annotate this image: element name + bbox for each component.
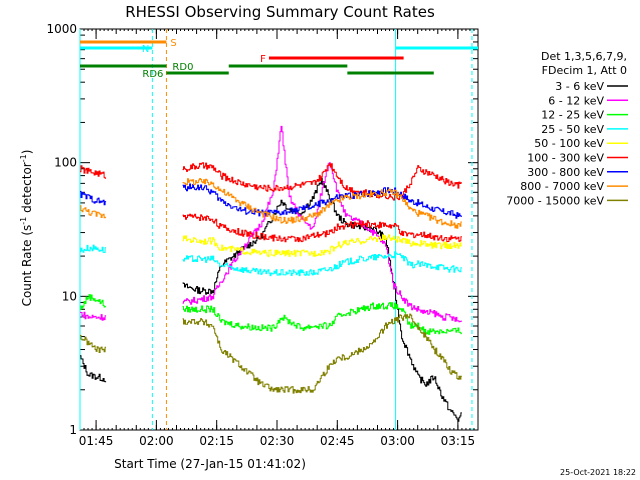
x-tick-label: 03:15	[441, 434, 476, 448]
x-tick-label: 02:00	[139, 434, 174, 448]
x-tick-label: 01:45	[79, 434, 114, 448]
x-tick-label: 02:30	[260, 434, 295, 448]
state-bar-label: RD6	[142, 69, 163, 80]
state-bar-label: RD0	[172, 62, 193, 73]
plot-area: 1 10 100 1000 01:45 02:00 02:15 02:30 02:45 03:00…	[46, 22, 479, 448]
legend: Det 1,3,5,6,7,9,FDecim 1, Att 0 3 - 6 keV…	[506, 50, 628, 207]
legend-entry-label: 25 - 50 keV	[541, 123, 604, 136]
x-tick-label: 03:00	[380, 434, 415, 448]
y-axis-title-sup2: -1	[19, 154, 28, 162]
x-tick-label: 02:45	[320, 434, 355, 448]
series-line	[80, 244, 107, 253]
series-line	[182, 313, 462, 394]
chart-title: RHESSI Observing Summary Count Rates	[125, 3, 435, 21]
series-line	[182, 251, 462, 277]
legend-entry-label: 7000 - 15000 keV	[506, 194, 604, 207]
y-axis-title-sup1: -1	[19, 217, 28, 225]
y-axis-title-mid: detector	[20, 162, 34, 217]
series-line	[80, 205, 107, 219]
series-line	[80, 294, 107, 310]
x-tick-label: 02:15	[199, 434, 234, 448]
footer-timestamp: 25-Oct-2021 18:22	[560, 468, 636, 477]
series-line	[80, 311, 107, 321]
series-line	[182, 178, 462, 229]
legend-header-line: FDecim 1, Att 0	[542, 64, 627, 77]
y-axis-title-start: Count Rate (s	[20, 225, 34, 307]
y-tick-label: 10	[62, 289, 77, 303]
legend-entry-label: 3 - 6 keV	[555, 80, 604, 93]
legend-entry-label: 6 - 12 keV	[548, 94, 604, 107]
legend-entry-label: 300 - 800 keV	[527, 166, 604, 179]
y-axis-title: Count Rate (s-1 detector-1)	[19, 150, 34, 307]
y-tick-label: 1	[69, 423, 77, 437]
legend-header-line: Det 1,3,5,6,7,9,	[541, 50, 627, 63]
series-line	[182, 213, 462, 243]
plot-frame	[79, 28, 479, 431]
series-line	[80, 355, 107, 383]
series-line	[182, 183, 462, 219]
legend-entry-label: 12 - 25 keV	[541, 109, 604, 122]
x-axis-title: Start Time (27-Jan-15 01:41:02)	[114, 457, 306, 471]
series-line	[80, 334, 107, 353]
legend-entry-label: 50 - 100 keV	[534, 137, 604, 150]
state-bar-label: N	[142, 44, 149, 55]
series-line	[182, 125, 462, 323]
series-line	[182, 234, 462, 258]
y-tick-label: 100	[54, 156, 77, 170]
series-line	[80, 190, 107, 206]
y-tick-label: 1000	[46, 22, 77, 36]
legend-entry-label: 100 - 300 keV	[527, 152, 604, 165]
state-bar-label: F	[260, 54, 266, 65]
state-bar-label: S	[170, 38, 176, 49]
y-axis-title-end: )	[20, 150, 34, 155]
legend-entry-label: 800 - 7000 keV	[520, 180, 604, 193]
series-line	[182, 162, 462, 201]
series-line	[80, 165, 107, 179]
